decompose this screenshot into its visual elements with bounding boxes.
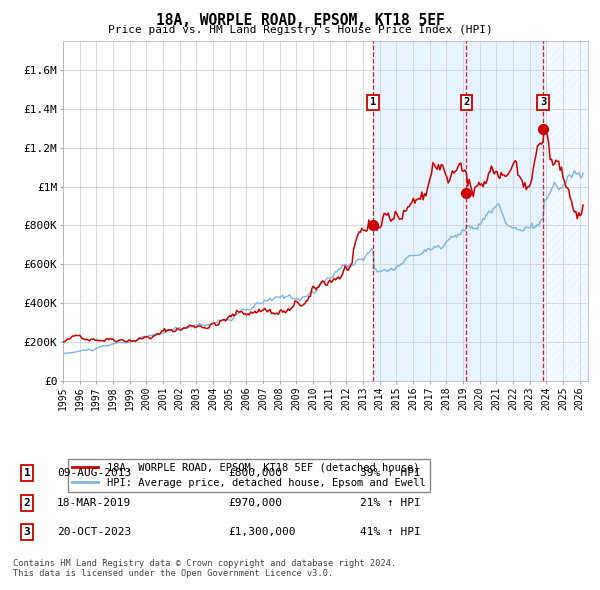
Text: 21% ↑ HPI: 21% ↑ HPI (360, 498, 421, 507)
Text: £800,000: £800,000 (228, 468, 282, 478)
Text: 41% ↑ HPI: 41% ↑ HPI (360, 527, 421, 537)
Text: Price paid vs. HM Land Registry's House Price Index (HPI): Price paid vs. HM Land Registry's House … (107, 25, 493, 35)
Text: 2: 2 (463, 97, 469, 107)
Text: 3: 3 (23, 527, 31, 537)
Text: £970,000: £970,000 (228, 498, 282, 507)
Text: Contains HM Land Registry data © Crown copyright and database right 2024.: Contains HM Land Registry data © Crown c… (13, 559, 397, 568)
Bar (373, 41, 543, 381)
Text: 18A, WORPLE ROAD, EPSOM, KT18 5EF: 18A, WORPLE ROAD, EPSOM, KT18 5EF (155, 13, 445, 28)
Legend: 18A, WORPLE ROAD, EPSOM, KT18 5EF (detached house), HPI: Average price, detached: 18A, WORPLE ROAD, EPSOM, KT18 5EF (detac… (68, 458, 430, 492)
Bar (543, 41, 588, 381)
Text: This data is licensed under the Open Government Licence v3.0.: This data is licensed under the Open Gov… (13, 569, 334, 578)
Text: 1: 1 (23, 468, 31, 478)
Text: 2: 2 (23, 498, 31, 507)
Text: 39% ↑ HPI: 39% ↑ HPI (360, 468, 421, 478)
Text: 09-AUG-2013: 09-AUG-2013 (57, 468, 131, 478)
Text: 20-OCT-2023: 20-OCT-2023 (57, 527, 131, 537)
Text: 1: 1 (370, 97, 376, 107)
Text: 3: 3 (540, 97, 546, 107)
Text: £1,300,000: £1,300,000 (228, 527, 296, 537)
Text: 18-MAR-2019: 18-MAR-2019 (57, 498, 131, 507)
